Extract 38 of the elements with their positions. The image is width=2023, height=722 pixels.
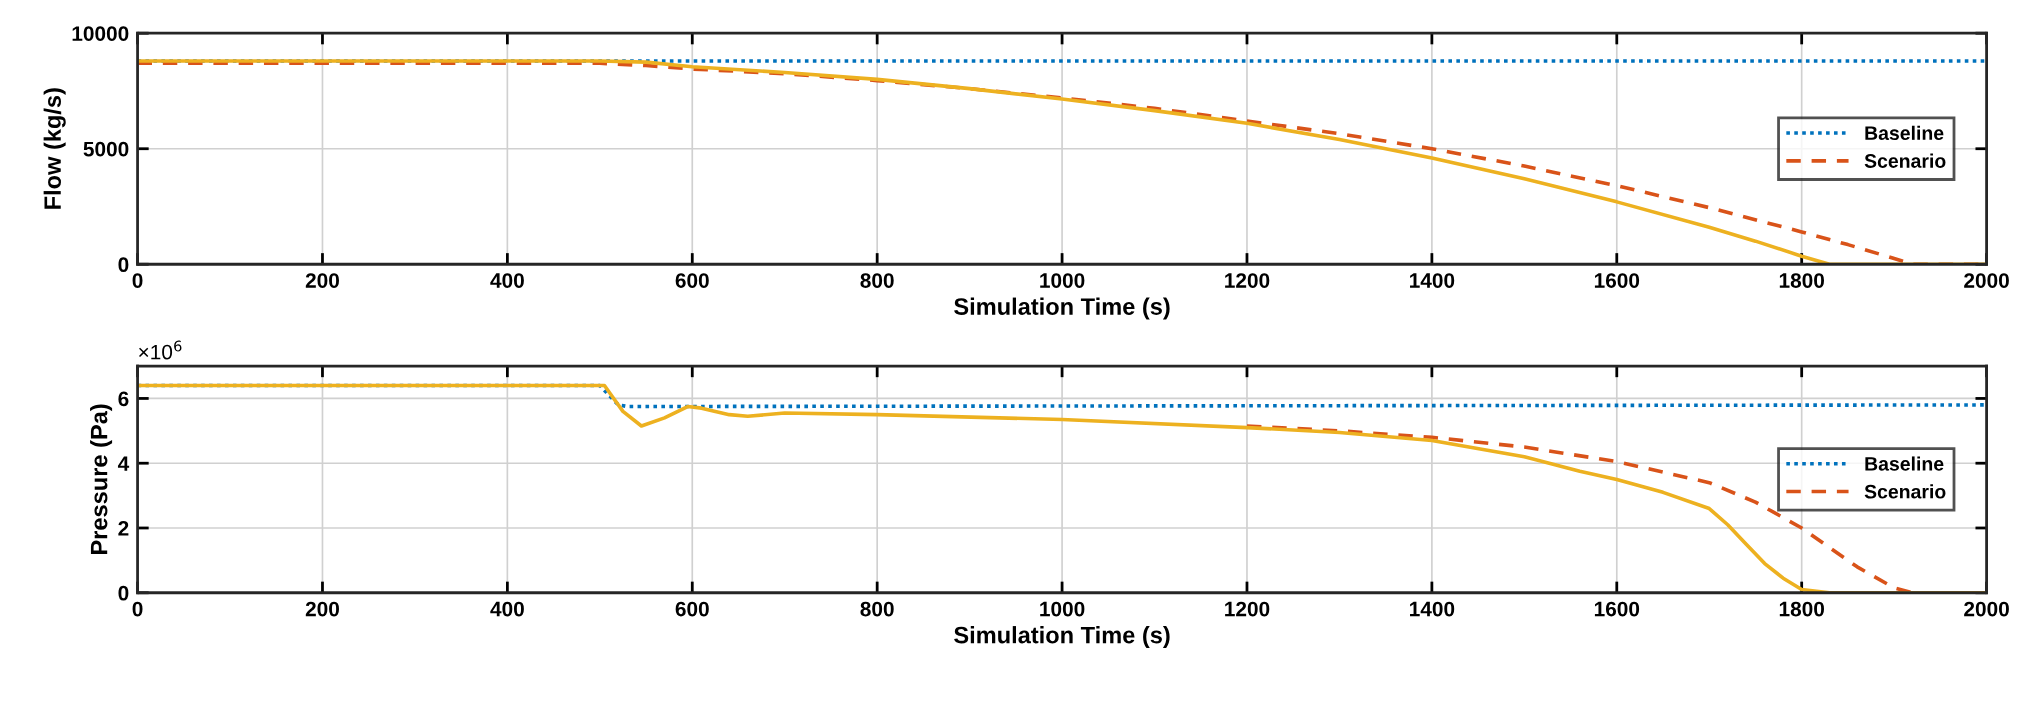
y-tick-label: 6 bbox=[118, 391, 129, 407]
x-tick-label: 1000 bbox=[1040, 601, 1085, 617]
y-tick-label: 10000 bbox=[72, 26, 129, 41]
x-tick-label: 1800 bbox=[1779, 601, 1825, 617]
legend-label: Scenario bbox=[1864, 153, 1946, 168]
x-tick-label: 2000 bbox=[1964, 273, 2009, 288]
y-tick-label: 0 bbox=[118, 257, 129, 273]
x-tick-label: 1200 bbox=[1225, 273, 1270, 288]
x-axis-title: Simulation Time (s) bbox=[954, 297, 1170, 320]
y-tick-label: 4 bbox=[117, 456, 130, 471]
y-tick-label: 5000 bbox=[83, 141, 129, 157]
x-tick-label: 1200 bbox=[1225, 601, 1270, 617]
legend-label: Baseline bbox=[1865, 125, 1944, 141]
y-axis-title: Flow (kg/s) bbox=[43, 88, 66, 209]
x-tick-label: 400 bbox=[490, 601, 524, 617]
x-tick-label: 1600 bbox=[1594, 601, 1640, 617]
y-tick-label: 2 bbox=[118, 520, 129, 536]
y-axis-title: Pressure (Pa) bbox=[90, 404, 113, 554]
x-tick-label: 1800 bbox=[1779, 273, 1825, 288]
x-tick-label: 1000 bbox=[1040, 273, 1085, 288]
x-tick-label: 1400 bbox=[1410, 273, 1455, 288]
x-tick-label: 1600 bbox=[1594, 273, 1640, 288]
text: ×10$^{6}$ bbox=[139, 340, 182, 360]
x-tick-label: 800 bbox=[860, 601, 894, 617]
x-tick-label: 200 bbox=[305, 601, 339, 617]
x-tick-label: 600 bbox=[675, 601, 709, 617]
x-tick-label: 600 bbox=[675, 273, 709, 288]
legend-label: Baseline bbox=[1865, 456, 1944, 471]
legend-label: Scenario bbox=[1864, 484, 1946, 499]
x-axis-title: Simulation Time (s) bbox=[954, 626, 1170, 649]
x-tick-label: 2000 bbox=[1964, 601, 2009, 617]
x-tick-label: 200 bbox=[305, 273, 339, 288]
x-tick-label: 0 bbox=[132, 273, 143, 288]
x-tick-label: 800 bbox=[860, 273, 894, 288]
y-tick-label: 0 bbox=[118, 585, 129, 601]
x-tick-label: 400 bbox=[490, 273, 524, 288]
x-tick-label: 0 bbox=[132, 601, 143, 617]
x-tick-label: 1400 bbox=[1410, 601, 1455, 617]
